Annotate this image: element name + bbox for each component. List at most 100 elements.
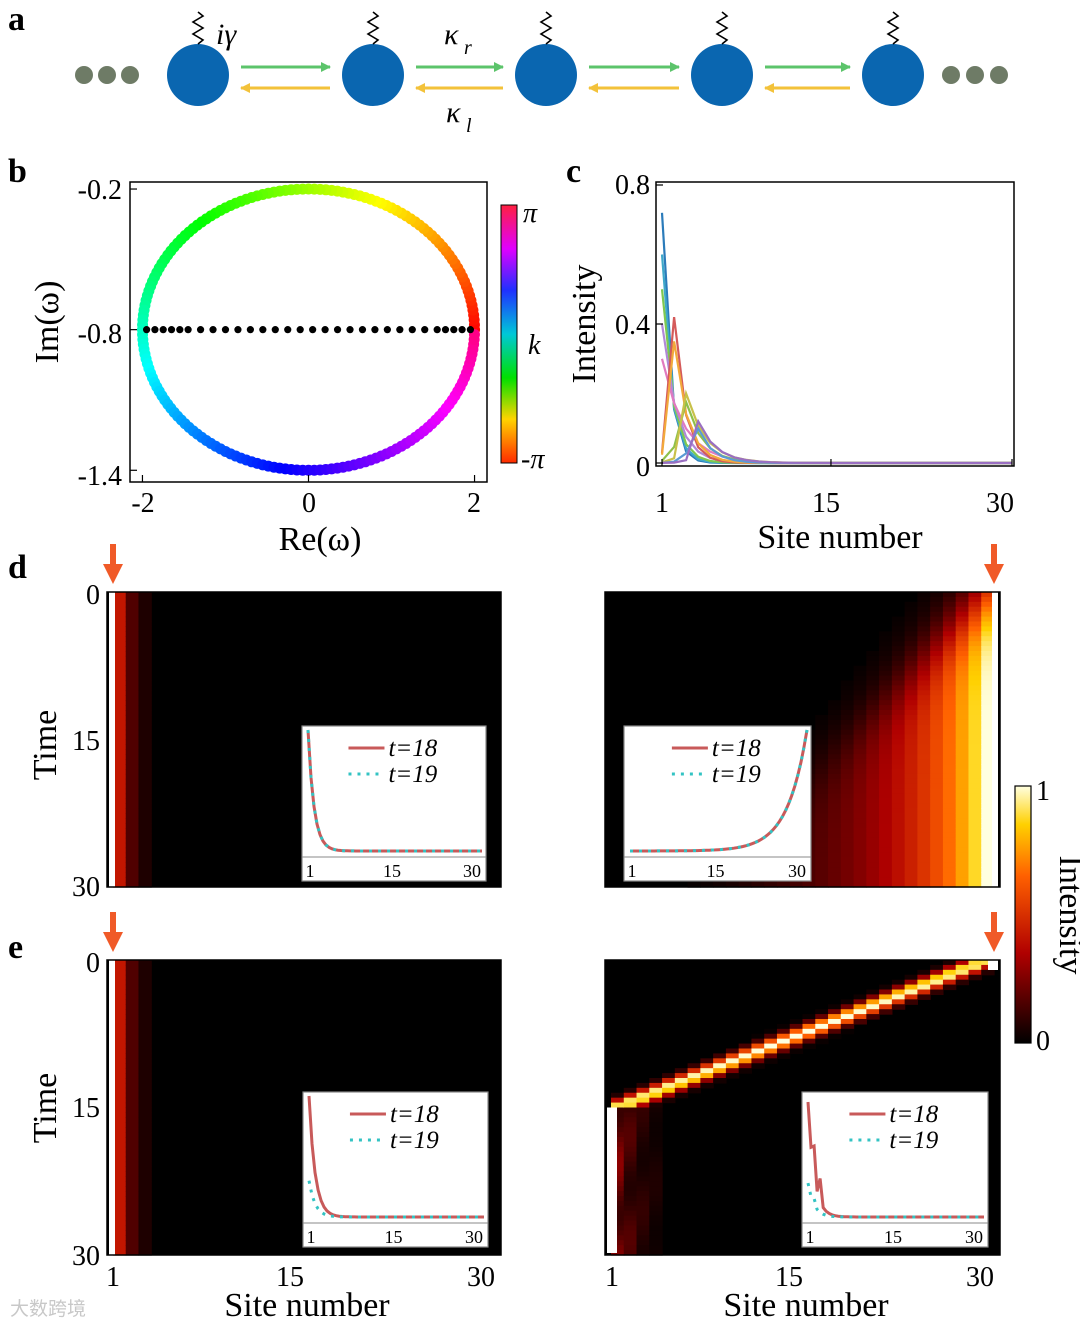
heatmap-cell (611, 1176, 625, 1182)
heatmap-cell (138, 734, 152, 741)
heatmap-cell (113, 960, 127, 966)
heatmap-cell (891, 769, 906, 775)
heatmap-cell (725, 882, 740, 888)
heatmap-cell (891, 872, 906, 878)
heatmap-cell (942, 680, 957, 687)
inset-xtick: 15 (884, 1227, 902, 1247)
mode-profile-line (660, 254, 1012, 465)
heatmap-cell (891, 641, 906, 647)
heatmap-cell (113, 1102, 127, 1109)
heatmap-cell (840, 749, 855, 755)
heatmap-cell (968, 773, 982, 780)
legend-label-t18: t=18 (712, 735, 761, 762)
heatmap-cell (866, 837, 880, 844)
heatmap-cell (942, 813, 957, 819)
heatmap-cell (623, 1102, 638, 1109)
heatmap-cell (789, 882, 804, 888)
heatmap-cell (138, 1087, 152, 1094)
heatmap-cell (125, 989, 140, 996)
heatmap-cell (879, 764, 893, 770)
heatmap-cell (853, 739, 867, 746)
heatmap-cell (738, 1053, 753, 1059)
heatmap-cell (891, 631, 906, 637)
heatmap-cell (968, 852, 982, 859)
heatmap-cell (815, 862, 829, 868)
heatmap-cell (113, 1220, 127, 1227)
heatmap-cell (904, 862, 918, 868)
heatmap-cell (623, 1161, 638, 1168)
obc-eigenvalue-point (167, 326, 176, 334)
heatmap-cell (853, 714, 867, 721)
heatmap-cell (623, 1092, 638, 1099)
heatmap-cell (853, 828, 867, 834)
heatmap-cell (125, 1117, 140, 1123)
heatmap-cell (879, 680, 893, 687)
heatmap-cell (125, 1137, 140, 1143)
heatmap-cell (942, 651, 957, 657)
heatmap-cell (968, 616, 982, 623)
heatmap-cell (866, 675, 880, 682)
heatmap-cell (674, 1082, 689, 1089)
heatmap-cell (840, 818, 855, 824)
heatmap-cell (968, 969, 982, 976)
heatmap-cell (828, 867, 842, 873)
heatmap-cell (113, 759, 127, 765)
heatmap-cell (968, 651, 982, 657)
heatmap-cell (623, 1156, 638, 1163)
heatmap-cell (113, 592, 127, 598)
ellipsis-dot (98, 66, 116, 84)
d-left-ytick-30: 30 (72, 872, 100, 903)
heatmap-cell (828, 764, 842, 770)
heatmap-cell (636, 1122, 650, 1128)
heatmap-cell (138, 1092, 152, 1099)
mode-profile-frame (655, 181, 1015, 467)
heatmap-cell (828, 857, 842, 864)
heatmap-cell (891, 651, 906, 657)
heatmap-cell (113, 749, 127, 755)
obc-eigenvalue-point (196, 326, 205, 334)
heatmap-cell (138, 1220, 152, 1227)
heatmap-cell (879, 823, 893, 829)
heatmap-cell (636, 1225, 650, 1232)
heatmap-cell (981, 847, 995, 854)
phase-colorbar-mid: k (528, 330, 541, 361)
heatmap-cell (840, 999, 855, 1005)
heatmap-cell (687, 1063, 701, 1069)
heatmap-cell (853, 862, 867, 868)
heatmap-cell (917, 641, 931, 647)
heatmap-cell (853, 803, 867, 809)
heatmap-cell (942, 744, 957, 750)
heatmap-cell (891, 818, 906, 824)
heatmap-cell (623, 1117, 638, 1123)
heatmap-cell (125, 1028, 140, 1035)
heatmap-cell (879, 882, 893, 888)
heatmap-cell (623, 1196, 638, 1202)
heatmap-cell (113, 714, 127, 721)
heatmap-cell (138, 1225, 152, 1232)
heatmap-cell (611, 1117, 625, 1123)
heatmap-cell (853, 1014, 867, 1020)
heatmap-cell (828, 705, 842, 711)
heatmap-cell (113, 823, 127, 829)
heatmap-cell (674, 1073, 689, 1079)
heatmap-cell (866, 828, 880, 834)
heatmap-cell (942, 592, 957, 598)
heatmap-cell (828, 729, 842, 736)
heatmap-cell (891, 655, 906, 662)
heatmap-cell (891, 636, 906, 642)
heatmap-cell (751, 882, 765, 888)
heatmap-cell (942, 700, 957, 706)
heatmap-cell (138, 828, 152, 834)
e-right-xtick-30: 30 (966, 1262, 994, 1293)
heatmap-cell (917, 719, 931, 726)
heatmap-cell (649, 1146, 663, 1153)
heatmap-cell (815, 837, 829, 844)
heatmap-cell (828, 773, 842, 780)
heatmap-cell (981, 606, 995, 613)
heatmap-cell (955, 729, 970, 736)
e-left-ytick-15: 15 (72, 1093, 100, 1124)
heatmap-cell (636, 1210, 650, 1217)
heatmap-cell (917, 994, 931, 1000)
heatmap-cell (968, 675, 982, 682)
heatmap-cell (904, 877, 918, 883)
